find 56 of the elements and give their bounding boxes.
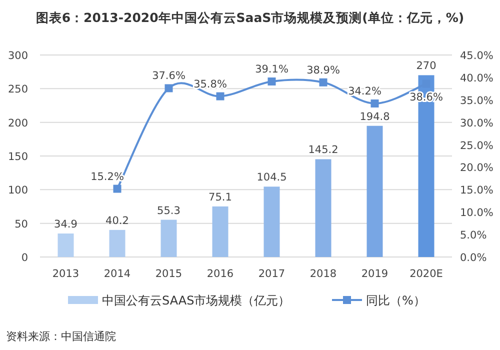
data-label: 38.9% — [306, 64, 340, 76]
y2-tick-label: 40.0% — [460, 72, 494, 84]
y2-tick-label: 30.0% — [460, 117, 494, 130]
data-label: 37.6% — [152, 70, 186, 82]
bar — [315, 159, 332, 257]
y2-tick-label: 20.0% — [460, 162, 494, 174]
data-label: 270 — [416, 60, 436, 72]
y2-tick-label: 5.0% — [460, 230, 487, 242]
y2-tick-label: 35.0% — [460, 94, 494, 107]
x-tick-label: 2013 — [52, 268, 80, 280]
bar — [160, 220, 177, 257]
chart-title: 图表6：2013-2020年中国公有云SaaS市场规模及预测(单位：亿元，%) — [36, 10, 464, 25]
y2-tick-label: 45.0% — [460, 50, 494, 62]
bar — [58, 234, 74, 257]
x-tick-label: 2018 — [310, 268, 337, 280]
y2-tick-label: 15.0% — [460, 184, 494, 197]
data-label: 194.8 — [360, 110, 390, 123]
y-tick-label: 300 — [8, 50, 28, 62]
point — [319, 78, 328, 86]
text: 资料来源：中国信通院 — [6, 330, 116, 343]
legend-label: 同比（%） — [366, 294, 426, 308]
data-label: 34.9 — [54, 218, 78, 230]
y-tick-label: 0 — [21, 252, 28, 264]
data-label: 145.2 — [308, 144, 338, 156]
x-tick-label: 2015 — [155, 268, 182, 280]
y-tick-label: 200 — [8, 117, 28, 130]
data-label: 35.8% — [194, 78, 227, 90]
y-tick-label: 50 — [14, 218, 28, 230]
y-tick-label: 100 — [8, 184, 28, 197]
y-tick-label: 250 — [8, 84, 28, 96]
data-label: 39.1% — [255, 63, 288, 76]
x-tick-label: 2014 — [104, 268, 131, 280]
legend-label: 中国公有云SAAS市场规模（亿元） — [102, 294, 290, 308]
point — [164, 84, 173, 92]
bar — [212, 206, 228, 257]
x-tick-label: 2017 — [258, 268, 286, 280]
data-label: 104.5 — [256, 172, 287, 184]
data-label: 40.2 — [106, 214, 129, 227]
data-label: 55.3 — [157, 204, 180, 217]
bar — [264, 186, 280, 257]
y2-tick-label: 25.0% — [460, 140, 494, 152]
point — [370, 99, 379, 108]
data-label: 75.1 — [208, 191, 232, 204]
point — [216, 92, 224, 100]
y-tick-label: 150 — [8, 151, 28, 163]
data-label: 38.6% — [410, 92, 443, 104]
x-tick-label: 2016 — [206, 268, 234, 280]
bar — [366, 126, 383, 257]
point — [268, 77, 276, 86]
point — [113, 184, 122, 193]
x-tick-label: 2019 — [361, 268, 388, 280]
y2-tick-label: 10.0% — [460, 207, 494, 220]
bar — [109, 230, 126, 257]
data-label: 34.2% — [348, 85, 382, 98]
y2-tick-label: 0.0% — [460, 252, 487, 264]
x-tick-label: 2020E — [410, 268, 443, 280]
